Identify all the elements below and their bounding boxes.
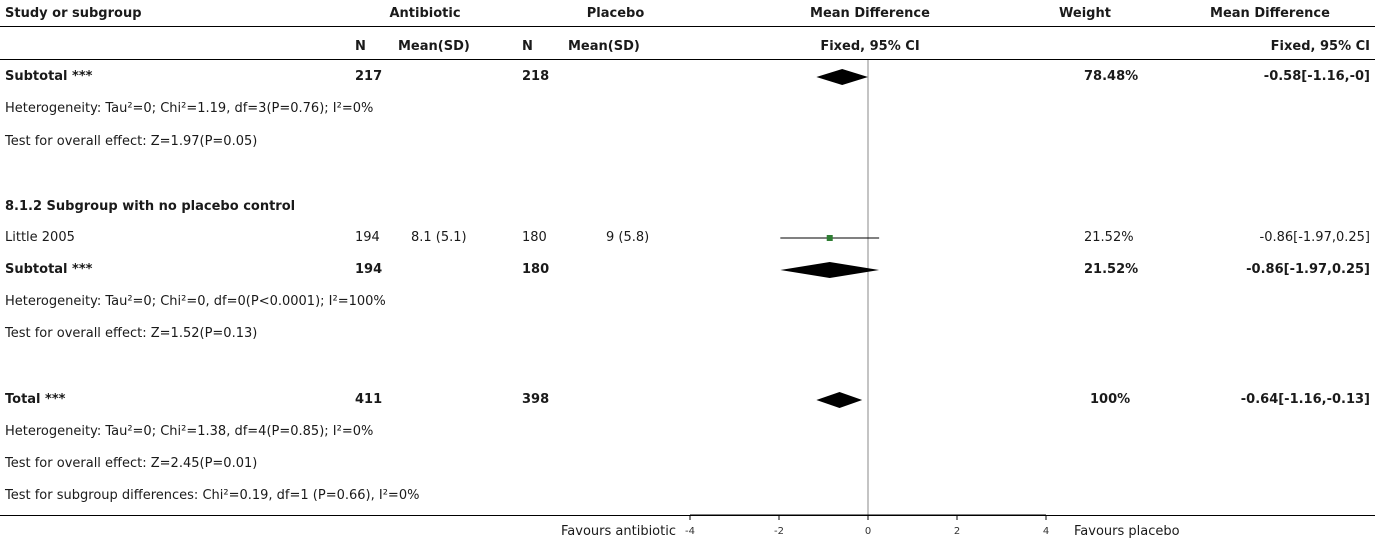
column-subheader-effect-ci: Fixed, 95% CI xyxy=(1270,39,1370,54)
study-mean1: 8.1 (5.1) xyxy=(411,230,467,245)
subtotal-weight: 78.48% xyxy=(1084,69,1139,84)
subtotal-ci: -0.86[-1.97,0.25] xyxy=(1246,262,1370,277)
header-divider xyxy=(0,26,1375,27)
column-header-mean2: Mean(SD) xyxy=(568,39,640,54)
column-header-effect-ci: Mean Difference xyxy=(1210,6,1330,21)
x-tick-label: -4 xyxy=(685,526,695,537)
overall-effect-text: Test for overall effect: Z=1.52(P=0.13) xyxy=(5,326,258,341)
summary-diamond xyxy=(780,262,880,278)
footer-divider xyxy=(0,515,1375,516)
heterogeneity-text: Heterogeneity: Tau²=0; Chi²=1.19, df=3(P… xyxy=(5,101,374,116)
subgroup-differences-text: Test for subgroup differences: Chi²=0.19… xyxy=(5,488,420,503)
column-header-n2: N xyxy=(522,39,533,54)
study-n2: 180 xyxy=(522,230,547,245)
subtotal-n2: 218 xyxy=(522,69,550,84)
subtotal-label: Subtotal *** xyxy=(5,69,93,84)
column-header-antibiotic: Antibiotic xyxy=(389,6,461,21)
subtotal-ci: -0.58[-1.16,-0] xyxy=(1263,69,1370,84)
subgroup-heading: 8.1.2 Subgroup with no placebo control xyxy=(5,199,296,214)
subtotal-weight: 21.52% xyxy=(1084,262,1139,277)
total-n1: 411 xyxy=(355,392,383,407)
favours-left-label: Favours antibiotic xyxy=(561,524,676,539)
subtotal-n1: 217 xyxy=(355,69,383,84)
subtotal-label: Subtotal *** xyxy=(5,262,93,277)
column-subheader-effect: Fixed, 95% CI xyxy=(820,39,920,54)
overall-effect-text: Test for overall effect: Z=1.97(P=0.05) xyxy=(5,134,258,149)
study-label: Little 2005 xyxy=(5,230,75,245)
summary-diamond xyxy=(816,392,863,408)
study-weight: 21.52% xyxy=(1084,230,1134,245)
total-n2: 398 xyxy=(522,392,550,407)
summary-diamond xyxy=(816,69,868,85)
column-header-n1: N xyxy=(355,39,366,54)
total-weight: 100% xyxy=(1090,392,1131,407)
heterogeneity-text: Heterogeneity: Tau²=0; Chi²=0, df=0(P<0.… xyxy=(5,294,386,309)
column-header-placebo: Placebo xyxy=(586,6,645,21)
heterogeneity-text: Heterogeneity: Tau²=0; Chi²=1.38, df=4(P… xyxy=(5,424,374,439)
x-tick-label: -2 xyxy=(774,526,784,537)
favours-right-label: Favours placebo xyxy=(1074,524,1180,539)
column-header-weight: Weight xyxy=(1059,6,1111,21)
study-n1: 194 xyxy=(355,230,380,245)
subheader-divider xyxy=(0,59,1375,60)
study-ci: -0.86[-1.97,0.25] xyxy=(1259,230,1371,245)
subtotal-n1: 194 xyxy=(355,262,383,277)
column-header-mean1: Mean(SD) xyxy=(398,39,470,54)
overall-effect-text: Test for overall effect: Z=2.45(P=0.01) xyxy=(5,456,258,471)
total-label: Total *** xyxy=(5,392,66,407)
x-tick-label: 4 xyxy=(1043,526,1049,537)
study-point-estimate xyxy=(826,235,833,241)
total-ci: -0.64[-1.16,-0.13] xyxy=(1240,392,1370,407)
study-mean2: 9 (5.8) xyxy=(606,230,650,245)
x-tick-label: 2 xyxy=(954,526,960,537)
subtotal-n2: 180 xyxy=(522,262,550,277)
x-tick-label: 0 xyxy=(865,526,871,537)
column-header-study: Study or subgroup xyxy=(5,6,142,21)
column-header-effect: Mean Difference xyxy=(810,6,930,21)
